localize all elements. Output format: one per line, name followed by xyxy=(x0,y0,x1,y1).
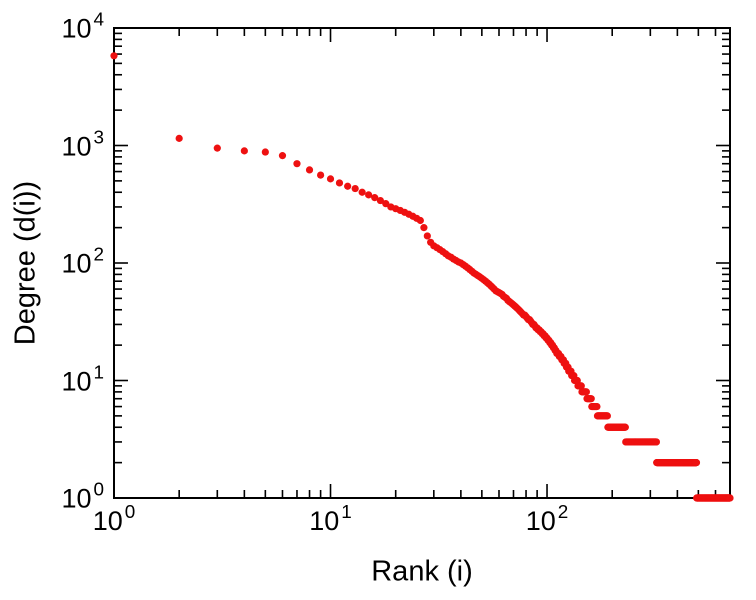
y-tick-label: 10 0 xyxy=(61,479,104,514)
y-tick-label: 10 2 xyxy=(61,244,104,279)
x-tick-label: 10 0 xyxy=(92,502,136,536)
y-tick-label: 10 3 xyxy=(61,127,104,161)
x-tick-label: 10 1 xyxy=(309,502,352,536)
y-axis-label: Degree (d(i)) xyxy=(9,180,42,346)
x-tick-label: 10 2 xyxy=(525,502,569,536)
y-tick-label: 10 4 xyxy=(61,9,104,44)
y-tick-label: 10 1 xyxy=(61,362,104,396)
plot-frame xyxy=(113,27,731,499)
data-points xyxy=(110,52,734,502)
x-axis-label: Rank (i) xyxy=(371,555,473,588)
